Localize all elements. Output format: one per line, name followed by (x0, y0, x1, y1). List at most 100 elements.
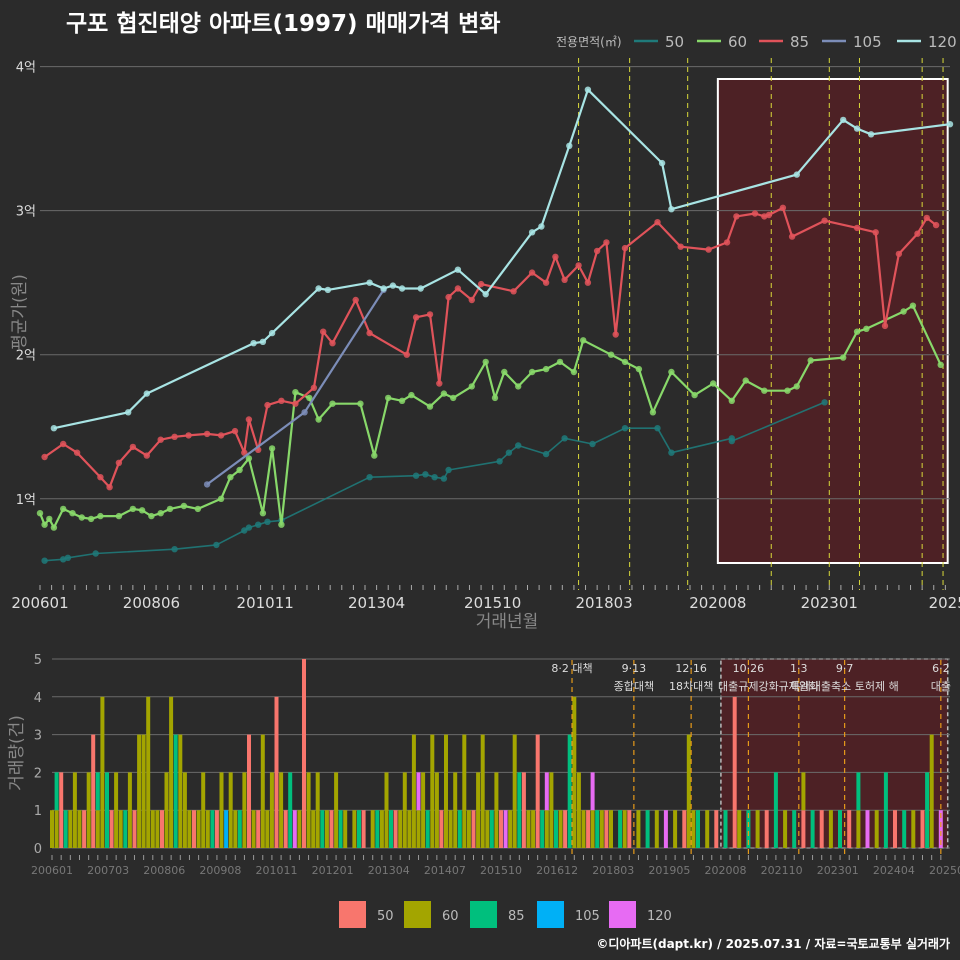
volume-bar-60 (737, 810, 742, 848)
volume-bar-85 (856, 772, 861, 811)
data-point-60 (36, 510, 44, 517)
x-tick-label: 201011 (237, 594, 294, 612)
data-point-120 (125, 409, 132, 416)
volume-bar-85 (237, 810, 242, 848)
data-point-120 (380, 285, 387, 292)
y-axis-title: 평균가(원) (10, 274, 30, 350)
volume-bar-50 (920, 810, 925, 848)
data-point-60 (937, 361, 944, 368)
data-point-60 (440, 390, 448, 397)
x-tick-label: 200806 (143, 864, 185, 877)
data-point-50 (264, 518, 271, 525)
volume-bar-85 (618, 810, 623, 848)
volume-bar-60 (137, 734, 142, 848)
data-point-85 (115, 459, 123, 466)
data-point-60 (148, 512, 155, 520)
y-axis-title: 거래량(건) (7, 715, 27, 791)
volume-bar-85 (457, 810, 462, 848)
volume-bar-50 (586, 810, 591, 848)
data-point-60 (501, 368, 508, 376)
x-tick-label: 202507 (929, 864, 960, 877)
data-point-85 (621, 244, 629, 252)
legend-label-105: 105 (853, 33, 882, 51)
data-point-60 (227, 474, 234, 481)
volume-bar-60 (558, 810, 563, 848)
volume-bar-60 (444, 734, 448, 848)
data-point-60 (194, 505, 202, 513)
data-point-85 (60, 440, 67, 448)
data-point-120 (538, 223, 545, 230)
volume-bar-60 (54, 810, 59, 848)
volume-bar-50 (499, 810, 503, 848)
data-point-120 (366, 279, 373, 286)
data-point-50 (654, 425, 661, 432)
data-point-85 (143, 452, 150, 459)
volume-bar-50 (59, 772, 64, 848)
volume-bar-50 (682, 810, 687, 848)
data-point-85 (677, 243, 684, 250)
volume-bar-50 (439, 810, 444, 848)
data-point-85 (872, 229, 879, 236)
x-tick-label: 201304 (348, 594, 405, 612)
data-point-60 (580, 337, 587, 344)
volume-bar-60 (169, 696, 174, 848)
data-point-85 (97, 474, 104, 481)
data-point-60 (607, 351, 615, 358)
y-tick-label: 2 (34, 766, 42, 781)
x-tick-label: 202008 (705, 864, 747, 877)
volume-bar-60 (306, 772, 311, 848)
volume-bar-60 (636, 810, 641, 848)
volume-bar-60 (485, 810, 490, 848)
data-point-60 (245, 455, 253, 462)
data-point-85 (751, 210, 759, 217)
volume-bar-60 (251, 810, 256, 848)
volume-bar-60 (127, 772, 132, 848)
volume-chart-events: 8·2 대책 9·13 종합대책 12·16 18차대책 10·26 대출규제강화 1·3 규제… (551, 660, 951, 858)
volume-bar-60 (508, 810, 513, 848)
legend-label-85: 85 (508, 909, 525, 924)
event-date-label: 9·7 (836, 662, 854, 675)
volume-bar-60 (178, 734, 183, 848)
volume-bar-85 (425, 810, 430, 848)
volume-bar-50 (801, 810, 806, 848)
data-point-60 (900, 308, 907, 315)
legend-label-120: 120 (928, 33, 957, 51)
data-point-60 (742, 377, 749, 384)
volume-bar-85 (95, 772, 100, 811)
legend-swatch-105 (537, 901, 564, 928)
volume-bar-50 (893, 810, 897, 848)
data-point-120 (50, 425, 58, 432)
data-point-60 (306, 394, 313, 402)
volume-bar-120 (663, 810, 668, 848)
x-tick-label: 200908 (199, 864, 241, 877)
data-point-85 (723, 239, 731, 246)
data-point-120 (566, 142, 573, 149)
data-point-60 (371, 452, 378, 459)
data-point-85 (932, 221, 940, 229)
volume-bar-60 (265, 810, 270, 848)
data-point-120 (482, 291, 489, 298)
data-point-60 (97, 512, 104, 520)
volume-bar-60 (512, 734, 517, 848)
volume-bar-85 (883, 772, 888, 848)
volume-bar-85 (375, 810, 380, 848)
y-tick-label: 5 (34, 653, 42, 668)
data-point-85 (445, 293, 452, 301)
data-point-60 (807, 357, 814, 364)
volume-bar-60 (201, 772, 206, 848)
volume-bar-120 (544, 772, 549, 811)
data-point-60 (138, 507, 146, 514)
data-point-120 (840, 116, 847, 124)
volume-chart-legend: 50 60 85 105 120 (339, 901, 672, 928)
y-tick-label: 1 (34, 804, 42, 819)
volume-bar-85 (595, 810, 600, 848)
volume-bar-60 (929, 734, 934, 848)
volume-bar-85 (105, 772, 109, 848)
data-point-60 (482, 358, 489, 366)
data-point-120 (324, 286, 332, 294)
volume-bar-60 (421, 772, 426, 848)
volume-bar-85 (320, 810, 325, 848)
data-point-85 (510, 288, 517, 295)
data-point-85 (426, 311, 434, 318)
volume-bar-85 (540, 810, 545, 848)
